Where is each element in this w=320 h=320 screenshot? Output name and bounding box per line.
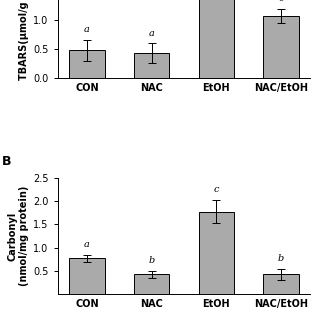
Bar xyxy=(69,259,105,294)
Text: c: c xyxy=(214,185,219,194)
Text: a: a xyxy=(84,240,90,249)
Text: B: B xyxy=(2,155,12,168)
Y-axis label: TBARS(μmol/g tissue): TBARS(μmol/g tissue) xyxy=(19,0,29,80)
Bar xyxy=(69,50,105,78)
Bar xyxy=(199,0,234,78)
Bar xyxy=(134,274,169,294)
Bar xyxy=(134,53,169,78)
Text: a: a xyxy=(149,28,155,37)
Text: b: b xyxy=(278,254,284,263)
Bar xyxy=(263,274,299,294)
Bar xyxy=(263,16,299,78)
Y-axis label: Carbonyl
(nmol/mg protein): Carbonyl (nmol/mg protein) xyxy=(7,186,29,286)
Text: a: a xyxy=(84,25,90,34)
Text: b: b xyxy=(148,256,155,265)
Bar xyxy=(199,212,234,294)
Text: c: c xyxy=(278,0,284,3)
